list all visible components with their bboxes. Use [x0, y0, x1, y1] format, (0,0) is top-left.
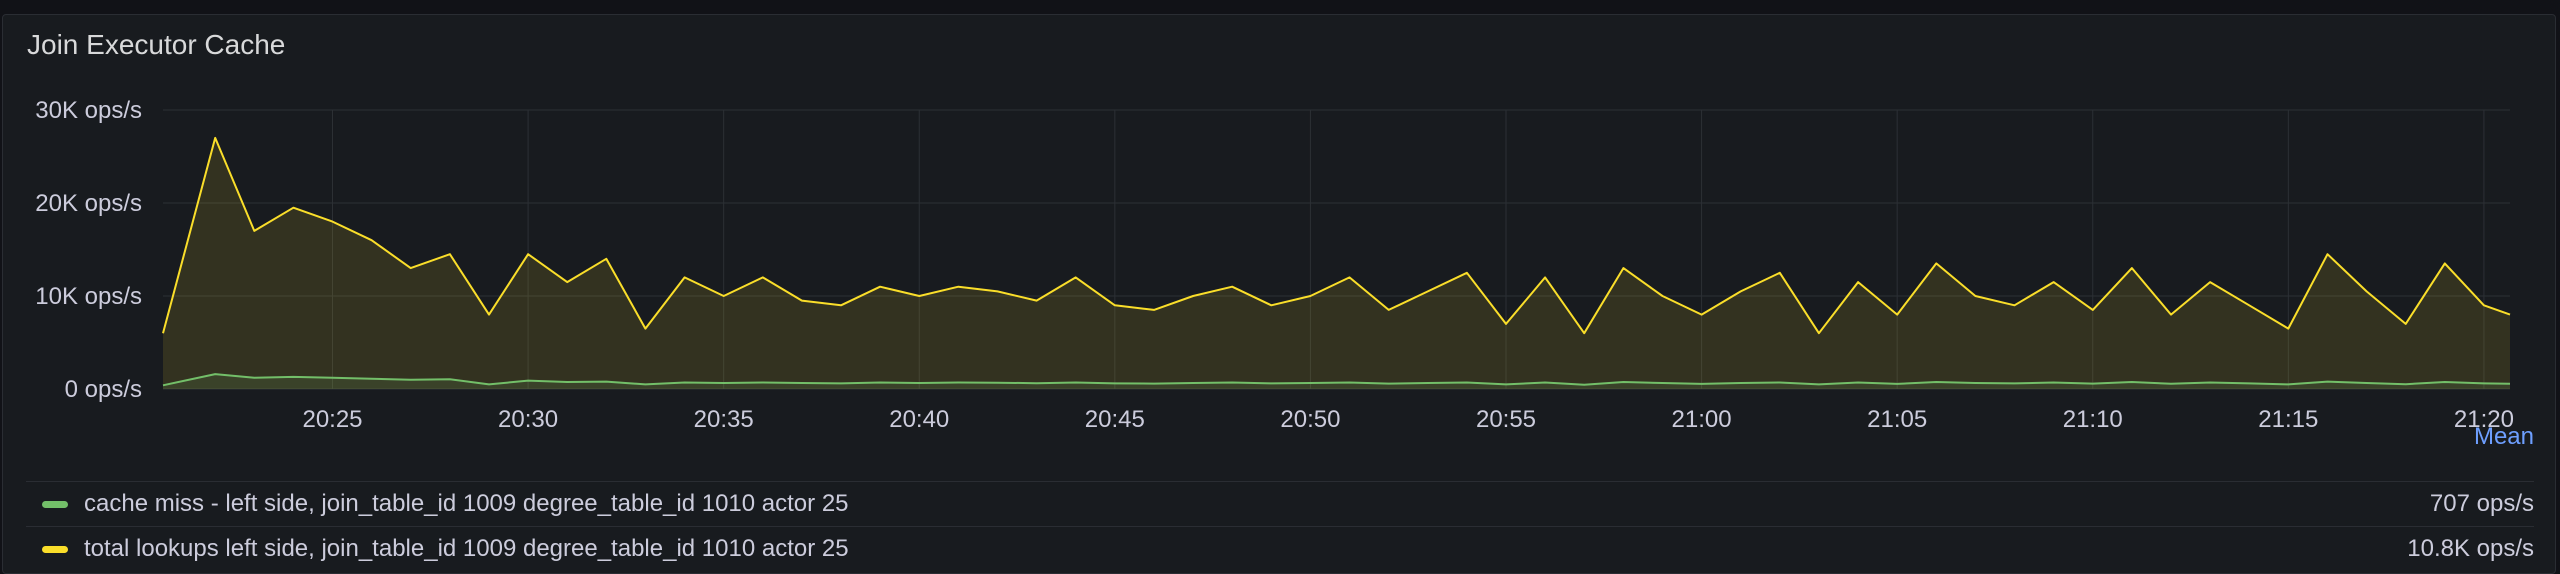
x-tick-label: 21:05	[1867, 406, 1927, 433]
y-tick-label: 20K ops/s	[35, 190, 142, 217]
x-tick-label: 20:40	[889, 406, 949, 433]
legend-mean-header[interactable]: Mean	[2473, 423, 2534, 450]
x-tick-label: 20:45	[1085, 406, 1145, 433]
x-tick-label: 21:00	[1672, 406, 1732, 433]
legend-swatch-total-lookups	[42, 545, 68, 553]
y-tick-label: 10K ops/s	[35, 283, 142, 310]
series-line	[162, 373, 2511, 387]
x-tick-label: 20:50	[1280, 406, 1340, 433]
legend-item-mean: 10.8K ops/s	[2407, 535, 2534, 562]
legend-item-total-lookups[interactable]: total lookups left side, join_table_id 1…	[26, 526, 2534, 571]
y-tick-label: 0 ops/s	[65, 376, 142, 403]
y-tick-label: 30K ops/s	[35, 97, 142, 124]
x-tick-label: 21:20	[2454, 406, 2514, 433]
legend-swatch-cache-miss	[42, 500, 68, 508]
panel-title[interactable]: Join Executor Cache	[27, 29, 286, 60]
series-area	[163, 137, 2510, 389]
series-area	[163, 374, 2510, 389]
x-tick-label: 20:30	[498, 406, 558, 433]
legend-item-cache-miss[interactable]: cache miss - left side, join_table_id 10…	[26, 481, 2534, 526]
x-tick-label: 20:55	[1476, 406, 1536, 433]
x-tick-label: 21:15	[2258, 406, 2318, 433]
x-tick-label: 21:10	[2063, 406, 2123, 433]
legend-item-label: cache miss - left side, join_table_id 10…	[84, 490, 849, 517]
series-line	[162, 136, 2511, 335]
x-tick-label: 20:25	[302, 406, 362, 433]
x-tick-label: 20:35	[694, 406, 754, 433]
legend-item-label: total lookups left side, join_table_id 1…	[84, 535, 849, 562]
chart-panel: Join Executor Cache	[2, 14, 2556, 574]
legend-item-mean: 707 ops/s	[2429, 490, 2534, 517]
